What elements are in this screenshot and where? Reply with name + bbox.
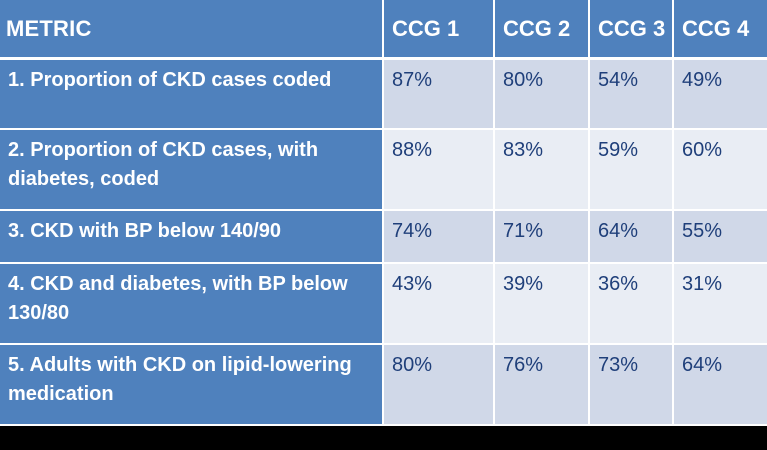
table-header-row: METRIC CCG 1 CCG 2 CCG 3 CCG 4 xyxy=(0,0,767,60)
table-row: 4. CKD and diabetes, with BP below 130/8… xyxy=(0,264,767,345)
table-row: 1. Proportion of CKD cases coded 87% 80%… xyxy=(0,60,767,130)
value-ccg-3: 64% xyxy=(590,211,674,264)
metric-label: 4. CKD and diabetes, with BP below 130/8… xyxy=(0,264,384,345)
value-ccg-3: 59% xyxy=(590,130,674,211)
value-ccg-2: 76% xyxy=(495,345,590,426)
header-ccg-1: CCG 1 xyxy=(384,0,495,60)
header-metric: METRIC xyxy=(0,0,384,60)
metric-label: 3. CKD with BP below 140/90 xyxy=(0,211,384,264)
value-ccg-3: 54% xyxy=(590,60,674,130)
metric-label: 5. Adults with CKD on lipid-lowering med… xyxy=(0,345,384,426)
value-ccg-4: 49% xyxy=(674,60,767,130)
value-ccg-2: 71% xyxy=(495,211,590,264)
table-row: 5. Adults with CKD on lipid-lowering med… xyxy=(0,345,767,426)
value-ccg-1: 80% xyxy=(384,345,495,426)
header-ccg-4: CCG 4 xyxy=(674,0,767,60)
value-ccg-3: 73% xyxy=(590,345,674,426)
value-ccg-2: 39% xyxy=(495,264,590,345)
header-ccg-2: CCG 2 xyxy=(495,0,590,60)
value-ccg-4: 64% xyxy=(674,345,767,426)
metric-label: 1. Proportion of CKD cases coded xyxy=(0,60,384,130)
header-ccg-3: CCG 3 xyxy=(590,0,674,60)
value-ccg-1: 88% xyxy=(384,130,495,211)
table-row: 2. Proportion of CKD cases, with diabete… xyxy=(0,130,767,211)
metric-label: 2. Proportion of CKD cases, with diabete… xyxy=(0,130,384,211)
value-ccg-4: 55% xyxy=(674,211,767,264)
table-row: 3. CKD with BP below 140/90 74% 71% 64% … xyxy=(0,211,767,264)
value-ccg-1: 43% xyxy=(384,264,495,345)
value-ccg-2: 83% xyxy=(495,130,590,211)
value-ccg-2: 80% xyxy=(495,60,590,130)
metrics-table: METRIC CCG 1 CCG 2 CCG 3 CCG 4 1. Propor… xyxy=(0,0,767,426)
value-ccg-3: 36% xyxy=(590,264,674,345)
value-ccg-4: 31% xyxy=(674,264,767,345)
value-ccg-1: 74% xyxy=(384,211,495,264)
value-ccg-1: 87% xyxy=(384,60,495,130)
value-ccg-4: 60% xyxy=(674,130,767,211)
